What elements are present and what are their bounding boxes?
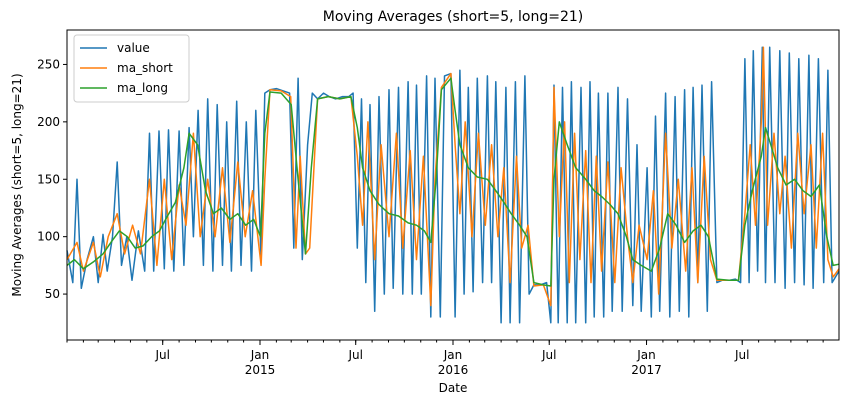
x-tick-year-label: 2016 xyxy=(438,363,469,377)
legend-label-ma-long: ma_long xyxy=(117,81,168,95)
legend-label-ma-short: ma_short xyxy=(117,61,173,75)
x-tick-year-label: 2017 xyxy=(631,363,662,377)
x-axis-label: Date xyxy=(439,381,468,395)
series-line-ma-long xyxy=(66,77,840,287)
x-tick-label: Jul xyxy=(154,348,169,362)
y-tick-label: 250 xyxy=(37,57,60,71)
y-tick-label: 150 xyxy=(37,172,60,186)
y-axis-label: Moving Averages (short=5, long=21) xyxy=(10,73,24,296)
x-tick-label: Jul xyxy=(347,348,362,362)
legend-label-value: value xyxy=(117,41,150,55)
y-tick-label: 50 xyxy=(45,287,60,301)
y-tick-label: 100 xyxy=(37,230,60,244)
x-tick-year-label: 2015 xyxy=(245,363,276,377)
x-tick-label: Jan xyxy=(636,348,656,362)
x-tick-label: Jul xyxy=(734,348,749,362)
legend: value ma_short ma_long xyxy=(73,34,190,103)
legend-box xyxy=(73,34,190,103)
y-axis: 50 100 150 200 250 xyxy=(37,57,67,301)
x-tick-label: Jul xyxy=(541,348,556,362)
y-tick-label: 200 xyxy=(37,115,60,129)
x-tick-label: Jan xyxy=(443,348,463,362)
chart-title: Moving Averages (short=5, long=21) xyxy=(323,9,583,25)
plot-area xyxy=(66,46,840,324)
x-tick-label: Jan xyxy=(250,348,270,362)
